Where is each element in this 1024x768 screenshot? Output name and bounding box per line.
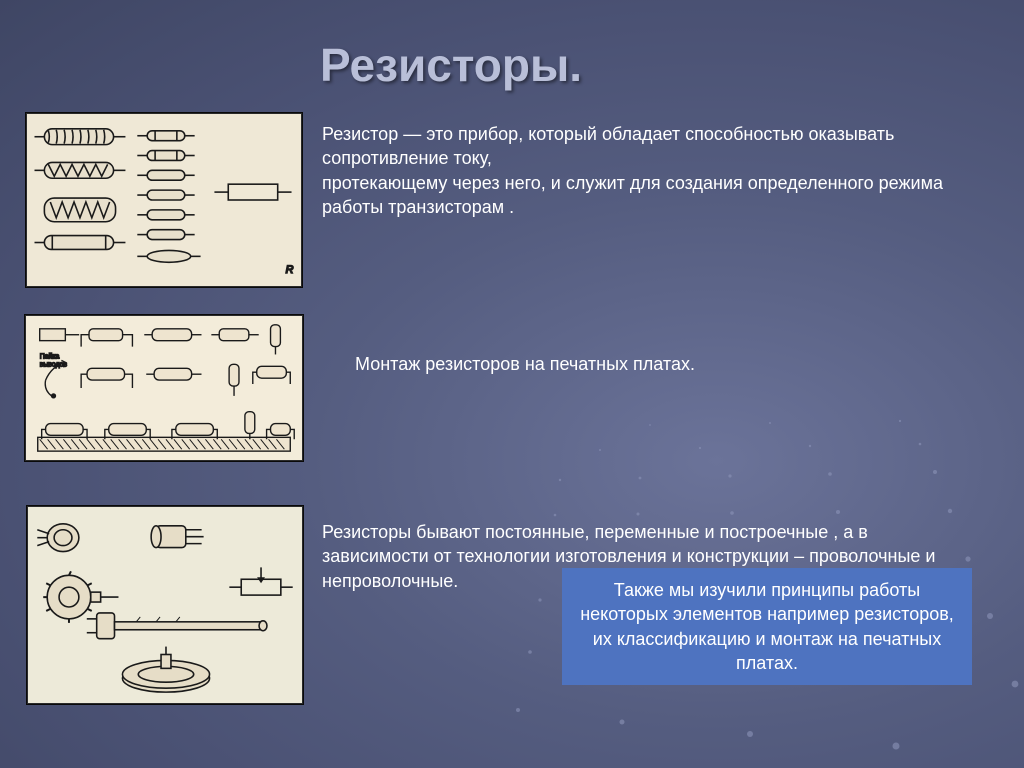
text-mounting: Монтаж резисторов на печатных платах. bbox=[355, 352, 955, 376]
text-definition: Резистор — это прибор, который обладает … bbox=[322, 122, 972, 219]
figure-resistor-types: R bbox=[25, 112, 303, 288]
svg-text:Пайка: Пайка bbox=[40, 352, 60, 360]
figure-resistor-mounting: Пайка выводов bbox=[24, 314, 304, 462]
overlay-summary-box: Также мы изучили принципы работы некотор… bbox=[562, 568, 972, 685]
svg-text:R: R bbox=[286, 264, 294, 276]
figure-variable-resistors bbox=[26, 505, 304, 705]
slide-title: Резисторы. bbox=[320, 38, 582, 92]
